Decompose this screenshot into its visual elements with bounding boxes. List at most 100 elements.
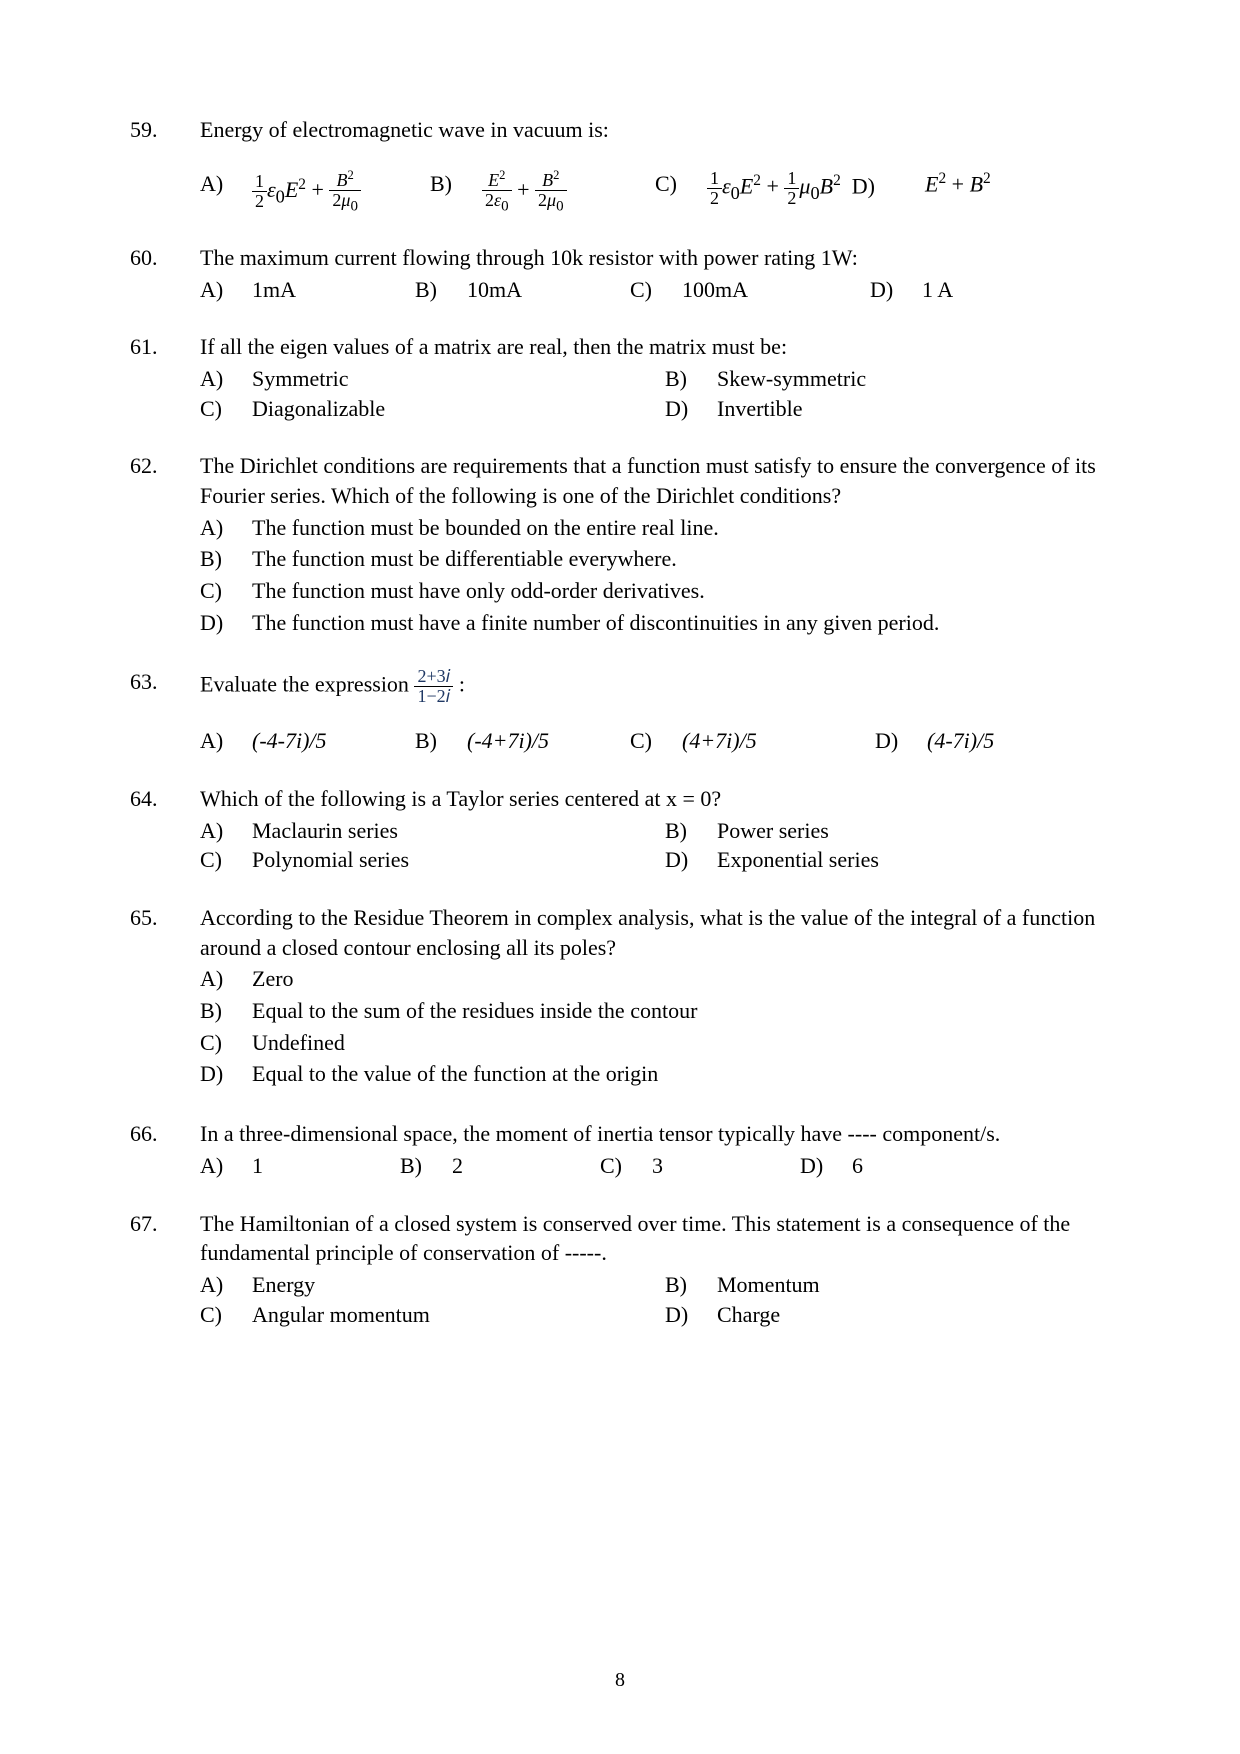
question-body: Evaluate the expression 2+3𝑖1−2𝑖 : A)(-4… <box>200 667 1130 755</box>
option-text: The function must be bounded on the enti… <box>252 513 1130 543</box>
option-d: D)Charge <box>665 1300 1130 1330</box>
option-label: D) <box>800 1151 852 1181</box>
question-61: 61. If all the eigen values of a matrix … <box>130 332 1130 423</box>
question-body: According to the Residue Theorem in comp… <box>200 903 1130 1091</box>
option-math: E2 + B2 <box>925 169 1015 215</box>
option-b: B)Power series <box>665 816 1130 846</box>
question-text: Which of the following is a Taylor serie… <box>200 784 1130 814</box>
option-text: 1mA <box>252 275 320 305</box>
option-label: A) <box>200 726 252 756</box>
option-d: D)Exponential series <box>665 845 1130 875</box>
option-text: Angular momentum <box>252 1300 430 1330</box>
question-number: 60. <box>130 243 200 304</box>
numerator: 2+3𝑖 <box>414 667 453 687</box>
options-row: A)1mA B)10mA C)100mA D)1 A <box>200 275 1130 305</box>
option-a: A)Maclaurin series <box>200 816 665 846</box>
option-label: C) <box>200 1028 252 1058</box>
option-d: D)The function must have a finite number… <box>200 608 1130 638</box>
question-number: 66. <box>130 1119 200 1180</box>
option-label: A) <box>200 964 252 994</box>
option-text: The function must be differentiable ever… <box>252 544 1130 574</box>
option-a: A)1mA <box>200 275 415 305</box>
question-text: Evaluate the expression 2+3𝑖1−2𝑖 : <box>200 667 1130 706</box>
option-c: C)3 <box>600 1151 800 1181</box>
option-label: B) <box>665 816 717 846</box>
option-d: D)6 <box>800 1151 960 1181</box>
option-d: D)Invertible <box>665 394 1130 424</box>
option-b: B)2 <box>400 1151 600 1181</box>
option-c: C)Angular momentum <box>200 1300 665 1330</box>
question-64: 64. Which of the following is a Taylor s… <box>130 784 1130 875</box>
question-body: The maximum current flowing through 10k … <box>200 243 1130 304</box>
question-text: Energy of electromagnetic wave in vacuum… <box>200 115 1130 145</box>
option-text: 1 A <box>922 275 977 305</box>
denominator: 1−2𝑖 <box>414 687 453 706</box>
question-body: In a three-dimensional space, the moment… <box>200 1119 1130 1180</box>
option-c: C)Polynomial series <box>200 845 665 875</box>
option-text: The function must have a finite number o… <box>252 608 1130 638</box>
question-60: 60. The maximum current flowing through … <box>130 243 1130 304</box>
question-text: The Dirichlet conditions are requirement… <box>200 451 1130 510</box>
option-text: 2 <box>452 1151 487 1181</box>
option-label: C) <box>630 726 682 756</box>
options-row: A)Energy B)Momentum <box>200 1270 1130 1300</box>
option-label: B) <box>415 726 467 756</box>
option-a: A)Energy <box>200 1270 665 1300</box>
option-b: B)Momentum <box>665 1270 1130 1300</box>
question-number: 59. <box>130 115 200 215</box>
option-text: Polynomial series <box>252 845 409 875</box>
option-text: Exponential series <box>717 845 879 875</box>
option-text: Skew-symmetric <box>717 364 866 394</box>
option-text: Charge <box>717 1300 780 1330</box>
question-body: If all the eigen values of a matrix are … <box>200 332 1130 423</box>
option-label: A) <box>200 364 252 394</box>
options-row: C)Polynomial series D)Exponential series <box>200 845 1130 875</box>
options-row: C)Angular momentum D)Charge <box>200 1300 1130 1330</box>
question-63: 63. Evaluate the expression 2+3𝑖1−2𝑖 : A… <box>130 667 1130 755</box>
option-text: Energy <box>252 1270 315 1300</box>
option-label: B) <box>200 996 252 1026</box>
option-label: D) <box>665 845 717 875</box>
option-a: A)Zero <box>200 964 1130 994</box>
question-67: 67. The Hamiltonian of a closed system i… <box>130 1209 1130 1330</box>
option-b: B) E22ε0 + B22μ0 <box>430 169 655 215</box>
option-label: B) <box>400 1151 452 1181</box>
option-label: A) <box>200 816 252 846</box>
question-body: The Hamiltonian of a closed system is co… <box>200 1209 1130 1330</box>
question-text: In a three-dimensional space, the moment… <box>200 1119 1130 1149</box>
option-a: A)(-4-7i)/5 <box>200 726 415 756</box>
question-body: The Dirichlet conditions are requirement… <box>200 451 1130 639</box>
option-text: Maclaurin series <box>252 816 398 846</box>
option-b: B)The function must be differentiable ev… <box>200 544 1130 574</box>
option-text: Equal to the value of the function at th… <box>252 1059 1130 1089</box>
question-59: 59. Energy of electromagnetic wave in va… <box>130 115 1130 215</box>
question-text: According to the Residue Theorem in comp… <box>200 903 1130 962</box>
question-number: 61. <box>130 332 200 423</box>
option-d: D)Equal to the value of the function at … <box>200 1059 1130 1089</box>
option-c: C) 12ε0E2 + 12μ0B2 D) <box>655 169 925 215</box>
option-text: The function must have only odd-order de… <box>252 576 1130 606</box>
question-65: 65. According to the Residue Theorem in … <box>130 903 1130 1091</box>
page-number: 8 <box>0 1667 1240 1694</box>
option-label: D) <box>875 726 927 756</box>
option-label: C) <box>630 275 682 305</box>
option-label: D) <box>870 275 922 305</box>
question-number: 67. <box>130 1209 200 1330</box>
question-text: The Hamiltonian of a closed system is co… <box>200 1209 1130 1268</box>
option-label: C) <box>200 1300 252 1330</box>
option-c: C)Undefined <box>200 1028 1130 1058</box>
option-text: Power series <box>717 816 829 846</box>
option-b: B)(-4+7i)/5 <box>415 726 630 756</box>
option-text: 3 <box>652 1151 687 1181</box>
option-label: A) <box>200 513 252 543</box>
option-label: A) <box>200 275 252 305</box>
options-row: A)Maclaurin series B)Power series <box>200 816 1130 846</box>
option-c: C)The function must have only odd-order … <box>200 576 1130 606</box>
option-b: B)Equal to the sum of the residues insid… <box>200 996 1130 1026</box>
option-text: Zero <box>252 964 1130 994</box>
question-number: 64. <box>130 784 200 875</box>
option-label: A) <box>200 1270 252 1300</box>
option-label: D) <box>200 608 252 638</box>
options-row: A) 12ε0E2 + B22μ0 B) E22ε0 + B22μ0 C) 12… <box>200 169 1130 215</box>
question-text: The maximum current flowing through 10k … <box>200 243 1130 273</box>
